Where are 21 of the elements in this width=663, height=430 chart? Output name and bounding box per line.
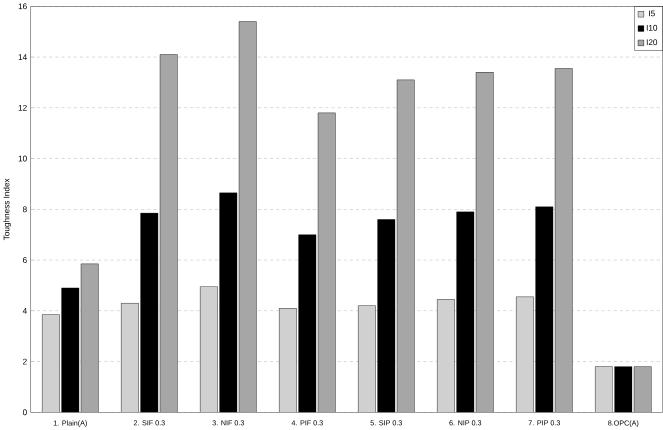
legend-label: I20 — [646, 39, 658, 45]
y-tick-label: 4 — [22, 308, 27, 314]
y-tick-label: 10 — [18, 155, 27, 162]
y-tick-label: 14 — [18, 54, 27, 60]
bar — [594, 366, 613, 412]
bar — [120, 302, 139, 412]
y-tick-label: 6 — [23, 256, 27, 263]
y-tick-label: 0 — [22, 409, 27, 416]
legend-label: I5 — [649, 10, 655, 16]
bar — [200, 286, 218, 412]
y-axis-title: Toughness Index — [3, 178, 12, 240]
y-tick-label: 8 — [22, 206, 27, 212]
y-tick-label: 2 — [23, 358, 27, 364]
y-tick-label: 12 — [18, 104, 27, 110]
bar — [42, 314, 60, 412]
bar — [516, 296, 534, 412]
bar — [278, 308, 297, 412]
bar — [358, 305, 376, 412]
y-tick-label: 16 — [18, 3, 27, 10]
bar — [436, 299, 455, 412]
legend-label: I10 — [646, 24, 658, 31]
